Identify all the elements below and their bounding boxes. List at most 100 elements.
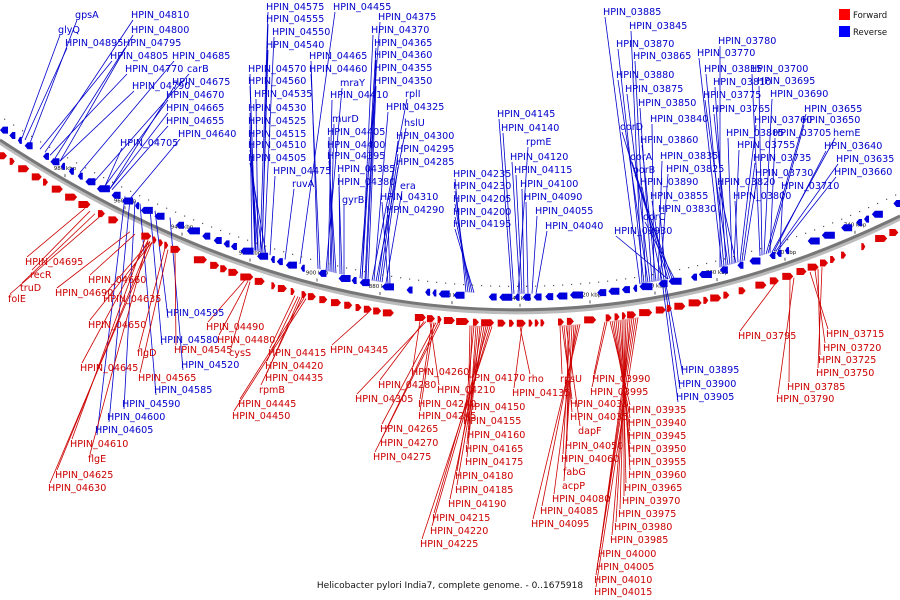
feature-dot <box>787 239 789 241</box>
label-leader-line <box>31 210 91 271</box>
feature-dot <box>877 202 879 205</box>
feature-dot <box>652 274 654 276</box>
forward-gene-arrow <box>437 316 442 324</box>
reverse-gene-arrow <box>351 277 357 285</box>
label-leader-line <box>644 221 675 279</box>
forward-gene-label: HPIN_04305 <box>355 394 413 405</box>
reverse-gene-arrow <box>24 142 33 150</box>
forward-gene-label: HPIN_04645 <box>80 363 138 374</box>
reverse-gene-label: gyrB <box>342 195 364 206</box>
forward-gene-label: HPIN_04265 <box>380 424 438 435</box>
forward-gene-label: HPIN_04135 <box>512 388 570 399</box>
forward-gene-label: HPIN_04155 <box>463 416 521 427</box>
strand-legend: Forward Reverse <box>839 9 887 38</box>
label-leader-line <box>739 283 776 332</box>
reverse-gene-label: HPIN_04595 <box>166 308 224 319</box>
forward-gene-arrow <box>605 314 612 322</box>
reverse-gene-label: HPIN_04120 <box>510 152 568 163</box>
reverse-gene-label: HPIN_03770 <box>697 48 755 59</box>
reverse-gene-label: HPIN_04295 <box>396 144 454 155</box>
label-leader-line <box>365 72 377 280</box>
reverse-gene-label: HPIN_04510 <box>248 140 306 151</box>
reverse-gene-arrow <box>240 247 254 255</box>
forward-gene-label: flgD <box>137 348 157 359</box>
feature-dot <box>805 232 807 234</box>
reverse-gene-label: HPIN_04810 <box>131 10 189 21</box>
forward-gene-label: fabG <box>563 467 586 478</box>
feature-dot <box>139 195 141 197</box>
forward-gene-label: HPIN_04050 <box>565 441 623 452</box>
label-leader-line <box>44 19 134 153</box>
reverse-gene-arrow <box>533 293 542 301</box>
reverse-gene-arrow <box>186 227 200 235</box>
forward-gene-arrow <box>319 296 328 304</box>
label-leader-line <box>741 162 756 262</box>
feature-dot <box>814 229 816 231</box>
feature-dot <box>112 181 114 183</box>
label-leader-line <box>502 132 515 294</box>
forward-gene-label: rpsU <box>560 374 582 385</box>
feature-dot <box>193 219 195 221</box>
label-leader-line <box>419 322 435 412</box>
label-leader-line <box>108 198 131 423</box>
feature-dot <box>850 214 852 217</box>
forward-gene-arrow <box>78 200 91 208</box>
label-leader-line <box>630 30 643 284</box>
forward-gene-label: recR <box>30 270 52 281</box>
reverse-gene-label: era <box>400 181 416 192</box>
forward-gene-label: HPIN_04415 <box>268 348 326 359</box>
forward-gene-arrow <box>710 294 722 302</box>
reverse-gene-label: HPIN_03655 <box>804 104 862 115</box>
label-leader-line <box>595 317 637 576</box>
feature-dot <box>796 235 798 238</box>
reverse-gene-label: HPIN_04145 <box>497 109 555 120</box>
reverse-gene-arrow <box>276 258 283 266</box>
reverse-gene-arrow <box>864 215 870 223</box>
reverse-gene-arrow <box>639 283 653 291</box>
reverse-gene-label: HPIN_04400 <box>327 140 385 151</box>
reverse-gene-label: HPIN_03860 <box>640 135 698 146</box>
label-leader-line <box>733 149 740 264</box>
feature-dot <box>94 172 96 174</box>
feature-dot <box>769 245 771 247</box>
label-leader-line <box>634 60 647 284</box>
forward-gene-arrow <box>240 273 254 281</box>
forward-gene-arrow <box>210 261 220 269</box>
label-leader-line <box>249 85 257 251</box>
label-leader-line <box>456 326 485 486</box>
feature-dot <box>688 267 690 269</box>
forward-gene-label: HPIN_03715 <box>826 329 884 340</box>
reverse-gene-label: HPIN_03775 <box>703 90 761 101</box>
label-leader-line <box>535 230 548 294</box>
reverse-gene-label: HPIN_04460 <box>309 64 367 75</box>
reverse-gene-label: HPIN_03850 <box>638 98 696 109</box>
label-leader-line <box>661 280 679 403</box>
reverse-gene-label: HPIN_03800 <box>733 191 791 202</box>
reverse-gene-label: ruvA <box>292 179 315 190</box>
forward-gene-label: HPIN_04630 <box>48 483 106 494</box>
reverse-gene-arrow <box>545 293 554 301</box>
reverse-gene-arrow <box>438 290 450 298</box>
forward-gene-label: folE <box>8 294 26 305</box>
forward-gene-label: HPIN_03950 <box>628 444 686 455</box>
feature-dot <box>265 245 267 247</box>
feature-dot <box>13 124 15 126</box>
feature-dot <box>211 226 213 228</box>
forward-gene-arrow <box>164 241 169 249</box>
reverse-gene-label: HPIN_03835 <box>660 151 718 162</box>
reverse-gene-label: hslU <box>404 118 425 129</box>
forward-gene-label: HPIN_04610 <box>70 439 128 450</box>
reverse-gene-arrow <box>0 126 8 134</box>
forward-gene-label: HPIN_03940 <box>628 418 686 429</box>
feature-dot <box>445 282 447 284</box>
label-leader-line <box>704 99 729 266</box>
reverse-gene-arrow <box>60 162 65 170</box>
feature-dot <box>49 146 51 148</box>
forward-gene-label: HPIN_03795 <box>738 331 796 342</box>
label-leader-line <box>361 47 377 279</box>
reverse-gene-label: HPIN_03650 <box>802 115 860 126</box>
forward-gene-arrow <box>301 291 307 299</box>
feature-dot <box>490 285 492 287</box>
reverse-gene-arrow <box>77 172 83 180</box>
